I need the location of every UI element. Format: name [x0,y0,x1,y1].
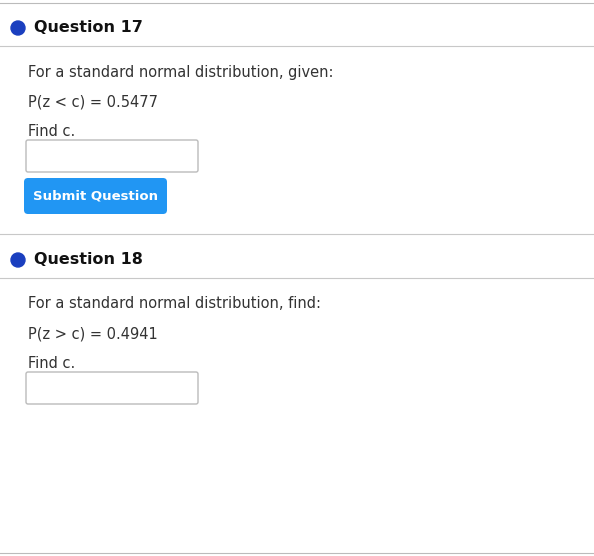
Circle shape [11,21,25,35]
Text: P(z < c) = 0.5477: P(z < c) = 0.5477 [28,95,158,110]
FancyBboxPatch shape [26,140,198,172]
Circle shape [11,253,25,267]
Text: Find c.: Find c. [28,125,75,140]
Text: For a standard normal distribution, given:: For a standard normal distribution, give… [28,64,333,80]
Text: Find c.: Find c. [28,356,75,371]
Text: Submit Question: Submit Question [33,190,158,202]
Text: For a standard normal distribution, find:: For a standard normal distribution, find… [28,296,321,311]
Text: Question 18: Question 18 [34,252,143,267]
FancyBboxPatch shape [26,372,198,404]
Text: Question 17: Question 17 [34,21,143,36]
Text: P(z > c) = 0.4941: P(z > c) = 0.4941 [28,326,158,341]
FancyBboxPatch shape [24,178,167,214]
